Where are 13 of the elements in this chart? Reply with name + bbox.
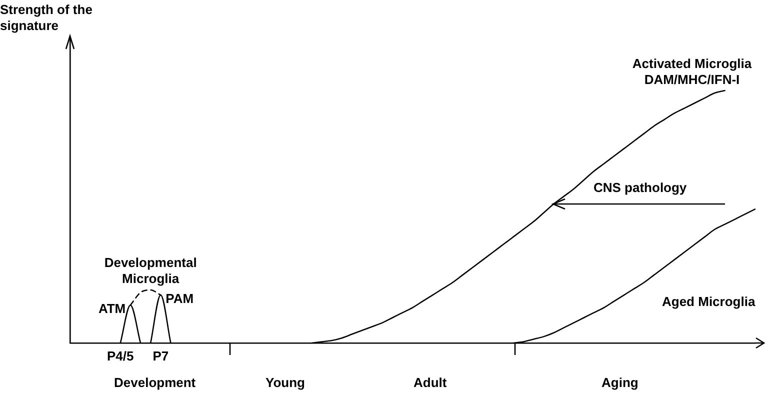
x-tick-label: P4/5 [106, 348, 134, 364]
series-label: PAM [166, 291, 194, 308]
text: Activated Microglia DAM/MHC/IFN-I [631, 56, 753, 88]
text: Adult [414, 375, 447, 391]
y-axis-title: Strength of the signature [0, 2, 94, 34]
x-tick-label: P7 [152, 348, 169, 364]
text: Development [114, 375, 196, 391]
series-label: Developmental Microglia [103, 254, 198, 287]
text: Young [266, 375, 305, 391]
annotation: CNS pathology [594, 180, 687, 196]
series-label: ATM [98, 301, 126, 318]
series-label: Aged Microglia [662, 294, 756, 310]
text: Aging [602, 375, 638, 391]
